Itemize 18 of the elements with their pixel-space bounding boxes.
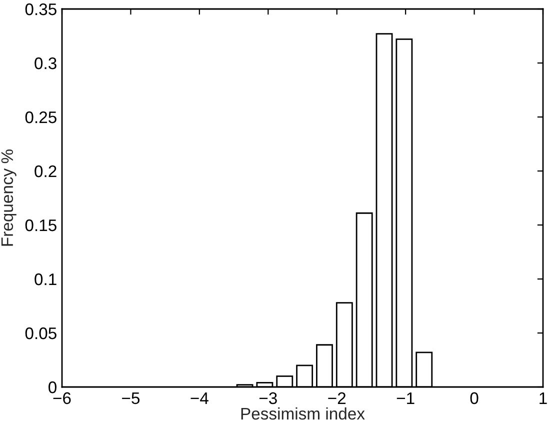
x-tick-label: −5: [122, 392, 140, 404]
y-tick-label: 0.1: [34, 273, 56, 286]
x-axis-title: Pessimism index: [241, 407, 365, 420]
x-tick-label: −6: [53, 392, 71, 404]
x-tick-label: −1: [396, 392, 414, 404]
y-tick-label: 0.35: [25, 3, 56, 16]
x-tick-label: −4: [190, 392, 208, 404]
y-tick-label: 0: [48, 381, 56, 394]
x-tick-label: −2: [328, 392, 346, 404]
y-tick-label: 0.15: [25, 219, 56, 232]
y-axis-title: Frequency %: [1, 149, 16, 246]
x-tick-label: 0: [470, 392, 478, 404]
y-tick-label: 0.3: [34, 57, 56, 70]
y-tick-label: 0.05: [25, 327, 56, 340]
x-tick-label: 1: [540, 392, 547, 404]
y-tick-label: 0.25: [25, 111, 56, 124]
x-tick-label: −3: [259, 392, 277, 404]
y-tick-label: 0.2: [34, 165, 56, 178]
